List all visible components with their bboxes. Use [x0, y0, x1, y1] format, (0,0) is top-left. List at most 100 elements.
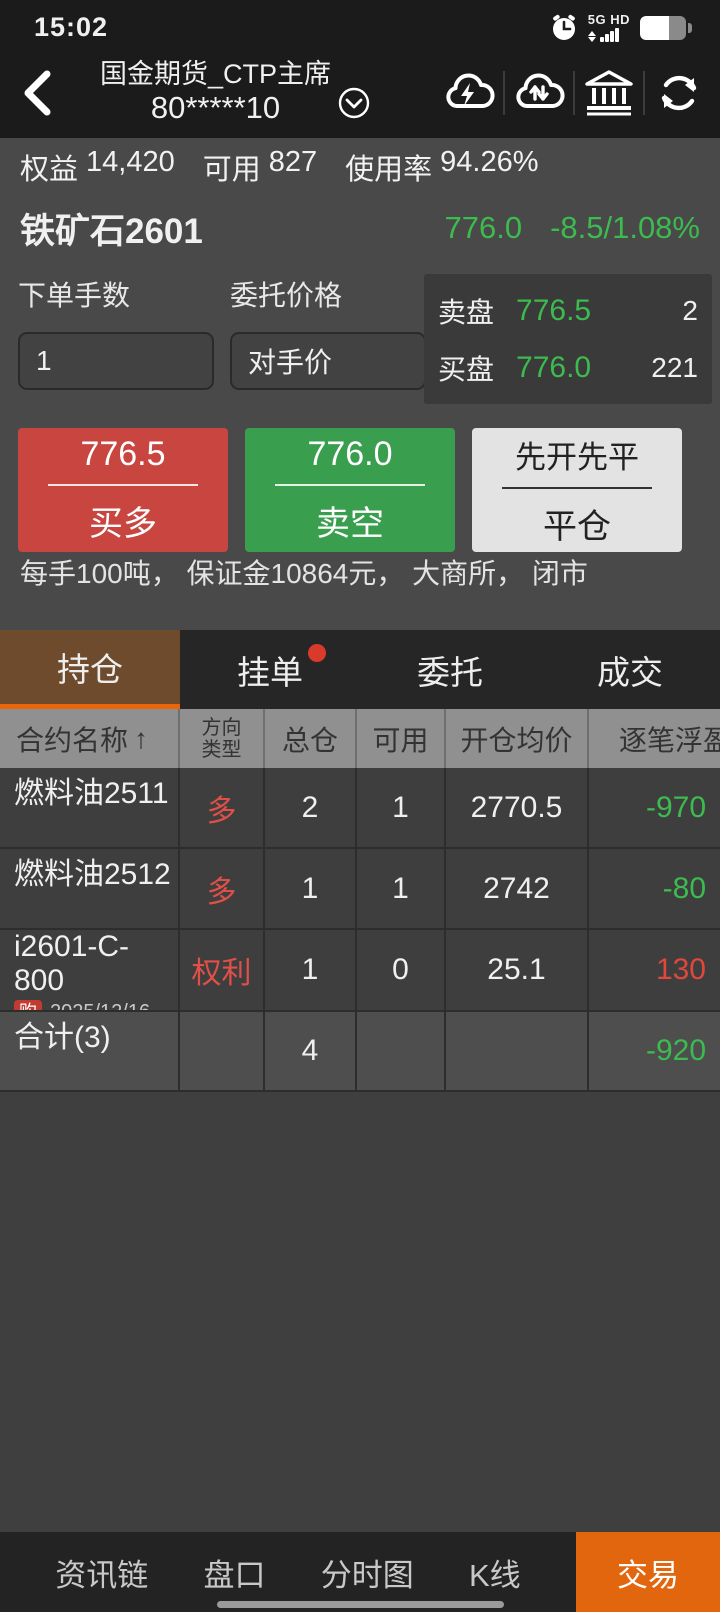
- sell-price: 776.0: [307, 435, 393, 473]
- row-pnl: 130: [655, 953, 706, 986]
- call-option-badge: 购: [14, 1000, 42, 1010]
- sort-ascending-icon: ↑: [134, 722, 149, 754]
- back-button[interactable]: [14, 63, 60, 123]
- tab-label: 持仓: [57, 651, 123, 688]
- row-total: 1: [265, 930, 357, 1010]
- total-label: 合计(3): [14, 1021, 111, 1054]
- cloud-flash-order-icon[interactable]: [442, 66, 496, 120]
- alarm-clock-icon: [550, 14, 578, 42]
- close-mode: 先开先平: [515, 440, 639, 475]
- home-indicator-handle[interactable]: [217, 1601, 504, 1608]
- header-divider: [643, 70, 645, 115]
- table-total-row: 合计(3) 4 -920: [0, 1012, 720, 1092]
- sell-short-button[interactable]: 776.0 卖空: [245, 428, 455, 552]
- column-avg-price: 开仓均价: [446, 709, 589, 768]
- ask-volume: 2: [682, 294, 698, 326]
- tab-orders[interactable]: 委托: [360, 630, 540, 709]
- nav-kline[interactable]: K线: [469, 1557, 521, 1593]
- tab-label: 成交: [597, 653, 663, 691]
- nav-order-book[interactable]: 盘口: [203, 1557, 266, 1593]
- equity-value: 14,420: [86, 146, 175, 178]
- account-title[interactable]: 国金期货_CTP主席 80*****10: [100, 59, 331, 126]
- row-direction: 多: [180, 849, 265, 928]
- tab-pending-orders[interactable]: 挂单: [180, 630, 360, 709]
- usage-value: 94.26%: [440, 146, 539, 178]
- table-header-row: 合约名称 ↑ 方向 类型 总仓 可用 开仓均价 逐笔浮盈: [0, 709, 720, 768]
- row-available: 1: [357, 768, 446, 847]
- row-available: 0: [357, 930, 446, 1010]
- status-bar: 15:02 5G HD: [0, 0, 720, 55]
- ask-price: 776.5: [516, 293, 592, 327]
- tab-positions[interactable]: 持仓: [0, 630, 180, 709]
- close-label: 平仓: [543, 508, 611, 546]
- row-total: 2: [265, 768, 357, 847]
- order-price-input[interactable]: [230, 332, 426, 390]
- tab-label: 挂单: [237, 653, 303, 691]
- refresh-icon[interactable]: [652, 66, 706, 120]
- row-contract-name: i2601-C-800: [14, 930, 130, 997]
- table-row[interactable]: 燃料油2511 多 2 1 2770.5 -970: [0, 768, 720, 849]
- quantity-input[interactable]: [18, 332, 214, 390]
- nav-intraday-chart[interactable]: 分时图: [320, 1557, 414, 1593]
- bank-icon[interactable]: [582, 66, 636, 120]
- contract-name: 铁矿石2601: [20, 211, 203, 251]
- tab-trades[interactable]: 成交: [540, 630, 720, 709]
- nav-trade-active[interactable]: 交易: [576, 1532, 720, 1612]
- row-expiry-date: 2025/12/16: [50, 1001, 150, 1010]
- contract-info-line: 每手100吨， 保证金10864元， 大商所， 闭市: [20, 558, 588, 589]
- contract-row[interactable]: 铁矿石2601 776.0 -8.5/1.08%: [0, 196, 720, 260]
- account-switch-chevron-icon[interactable]: [337, 86, 371, 120]
- total-position: 4: [265, 1012, 357, 1090]
- network-indicator: 5G HD: [587, 12, 630, 42]
- row-contract-name: 燃料油2511: [14, 777, 169, 810]
- bid-price: 776.0: [516, 350, 592, 384]
- account-number: 80*****10: [150, 90, 281, 126]
- nav-news[interactable]: 资讯链: [55, 1557, 149, 1593]
- bid-volume: 221: [651, 351, 698, 383]
- row-available: 1: [357, 849, 446, 928]
- header-divider: [503, 70, 505, 115]
- tab-label: 委托: [417, 653, 483, 691]
- buy-label: 买多: [89, 505, 157, 543]
- total-pnl: -920: [645, 1034, 706, 1067]
- price-change: -8.5/1.08%: [550, 210, 700, 245]
- cloud-transfer-icon[interactable]: [512, 66, 566, 120]
- order-price-label: 委托价格: [230, 280, 343, 311]
- ask-label: 卖盘: [438, 296, 495, 328]
- usage-label: 使用率: [345, 154, 433, 186]
- close-position-button[interactable]: 先开先平 平仓: [472, 428, 682, 552]
- signal-bars-icon: [587, 28, 619, 42]
- clock-time: 15:02: [34, 12, 109, 42]
- column-available: 可用: [357, 709, 446, 768]
- buy-long-button[interactable]: 776.5 买多: [18, 428, 228, 552]
- row-contract-name: 燃料油2512: [14, 858, 171, 891]
- quantity-label: 下单手数: [18, 280, 131, 311]
- positions-table: 合约名称 ↑ 方向 类型 总仓 可用 开仓均价 逐笔浮盈 燃料油2511 多 2…: [0, 709, 720, 1092]
- broker-name: 国金期货_CTP主席: [100, 59, 332, 90]
- bottom-navigation: 资讯链 盘口 分时图 K线 交易: [0, 1532, 720, 1612]
- row-avg-price: 25.1: [446, 930, 589, 1010]
- column-total: 总仓: [265, 709, 357, 768]
- order-entry-panel: 下单手数 委托价格 卖盘 776.5 2 买盘 776.0 221: [0, 260, 720, 410]
- row-pnl: -80: [662, 871, 706, 905]
- notification-dot: [308, 644, 326, 662]
- sell-label: 卖空: [316, 505, 384, 543]
- column-direction: 方向 类型: [180, 709, 265, 768]
- bid-label: 买盘: [438, 353, 495, 385]
- table-row[interactable]: i2601-C-800 购 2025/12/16 权利 1 0 25.1 130: [0, 930, 720, 1012]
- position-tabs: 持仓 挂单 委托 成交: [0, 630, 720, 709]
- row-avg-price: 2742: [446, 849, 589, 928]
- network-type-label: 5G HD: [587, 12, 630, 27]
- table-row[interactable]: 燃料油2512 多 1 1 2742 -80: [0, 849, 720, 930]
- battery-icon: [640, 15, 692, 40]
- last-price: 776.0: [444, 210, 523, 245]
- column-contract-name[interactable]: 合约名称 ↑: [0, 709, 180, 768]
- available-label: 可用: [202, 154, 261, 186]
- market-depth-panel[interactable]: 卖盘 776.5 2 买盘 776.0 221: [424, 274, 712, 404]
- empty-content-area: [0, 1092, 720, 1532]
- available-value: 827: [268, 146, 318, 178]
- row-avg-price: 2770.5: [446, 768, 589, 847]
- header-divider: [573, 70, 575, 115]
- row-direction: 多: [180, 768, 265, 847]
- row-direction: 权利: [180, 930, 265, 1010]
